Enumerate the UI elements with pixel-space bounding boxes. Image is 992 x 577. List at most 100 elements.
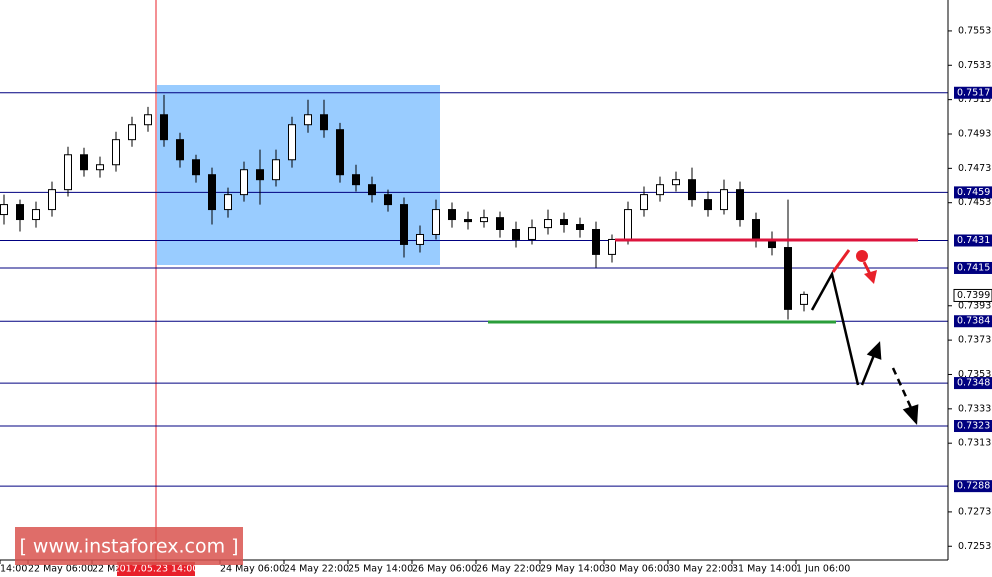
y-tick-label: 0.7493 [958, 128, 991, 139]
candle-body [176, 139, 184, 161]
candle-body [112, 139, 120, 166]
x-tick-label: 24 May 22:00 [284, 564, 349, 575]
candle-body [304, 114, 312, 126]
level-label-bg [954, 420, 992, 433]
candle-body [16, 204, 24, 221]
y-tick-label: 0.7393 [958, 300, 991, 311]
level-label: 0.7348 [957, 378, 990, 389]
y-tick-label: 0.7353 [958, 369, 991, 380]
watermark: [ www.instaforex.com ] [15, 527, 243, 565]
candle-body [752, 219, 760, 240]
x-tick-label: 29 May 14:00 [540, 564, 605, 575]
x-tick-label: 26 May 06:00 [412, 564, 477, 575]
y-tick-label: 0.7333 [958, 403, 991, 414]
x-tick-label: 25 May 14:00 [348, 564, 413, 575]
candle-body [272, 159, 280, 181]
x-tick-label: 22 May 06:00 [28, 564, 93, 575]
candle-body [32, 209, 40, 221]
watermark-text: [ www.instaforex.com ] [19, 536, 238, 558]
candle-body [784, 247, 792, 310]
x-tick-label: 14:00 [0, 564, 27, 575]
alt-path [831, 249, 851, 273]
candle-body [480, 217, 488, 223]
forecast-arrows [810, 270, 919, 426]
candle-body [336, 129, 344, 176]
arrow-head [866, 341, 882, 360]
candle-body [352, 174, 360, 186]
candle-body [720, 189, 728, 211]
y-tick-label: 0.7533 [958, 60, 991, 71]
x-tick-label: 26 May 22:00 [476, 564, 541, 575]
y-tick-label: 0.7273 [958, 506, 991, 517]
candle-body [288, 124, 296, 161]
level-label-bg [954, 315, 992, 328]
level-label: 0.7288 [957, 481, 990, 492]
range-box [157, 85, 440, 265]
candle-body [160, 114, 168, 141]
candle-body [512, 228, 520, 240]
candle-body [496, 217, 504, 230]
level-label-bg [954, 86, 992, 99]
forecast-dashed-arrow [891, 367, 914, 411]
candle-body [256, 169, 264, 181]
candle-body [448, 209, 456, 221]
candle-body [384, 194, 392, 206]
arrow-head [902, 404, 919, 426]
candle-body [672, 179, 680, 186]
candle-body [528, 227, 536, 240]
level-label: 0.7431 [957, 235, 990, 246]
candle-body [0, 204, 8, 216]
candle-body [240, 169, 248, 196]
alt-forecast [831, 249, 877, 284]
x-tick-label: 24 May 06:00 [220, 564, 285, 575]
level-label-bg [954, 480, 992, 493]
candle-body [736, 189, 744, 221]
candle-body [400, 204, 408, 245]
level-label: 0.7384 [957, 316, 990, 327]
level-label-bg [954, 261, 992, 274]
y-tick-label: 0.7473 [958, 163, 991, 174]
y-tick-label: 0.7253 [958, 541, 991, 552]
candle-body [128, 124, 136, 141]
price-label-bg [953, 288, 992, 302]
candle-body [144, 114, 152, 126]
candle-body [464, 219, 472, 223]
candle-body [800, 293, 808, 305]
level-label: 0.7323 [957, 421, 990, 432]
candle-body [544, 219, 552, 229]
arrow-head [864, 270, 877, 284]
forecast-path [810, 270, 860, 386]
candle-body [592, 228, 600, 255]
candle-body [192, 159, 200, 176]
candle-body [624, 209, 632, 240]
level-label-bg [954, 377, 992, 390]
candle-body [48, 189, 56, 211]
candle-body [96, 164, 104, 171]
level-label-bg [954, 234, 992, 247]
x-tick-label: 30 May 22:00 [668, 564, 733, 575]
candle-body [656, 184, 664, 196]
x-tick-label: 30 May 06:00 [604, 564, 669, 575]
x-tick-label: 31 May 14:00 [732, 564, 797, 575]
candle-body [576, 224, 584, 230]
candle-body [432, 209, 440, 235]
candle-body [208, 174, 216, 211]
y-tick-label: 0.7553 [958, 25, 991, 36]
candle-body [224, 194, 232, 211]
y-tick-label: 0.7313 [958, 438, 991, 449]
y-tick-label: 0.7373 [958, 335, 991, 346]
level-label: 0.7517 [957, 87, 990, 98]
candle-body [64, 154, 72, 191]
candle-body [320, 114, 328, 131]
watermark-box [15, 527, 243, 565]
x-tick-label: 22 Ma [92, 564, 121, 575]
candle-body [688, 179, 696, 201]
y-tick-label: 0.7453 [958, 197, 991, 208]
candle-body [640, 194, 648, 211]
alt-point [856, 250, 868, 262]
candle-body [560, 219, 568, 226]
